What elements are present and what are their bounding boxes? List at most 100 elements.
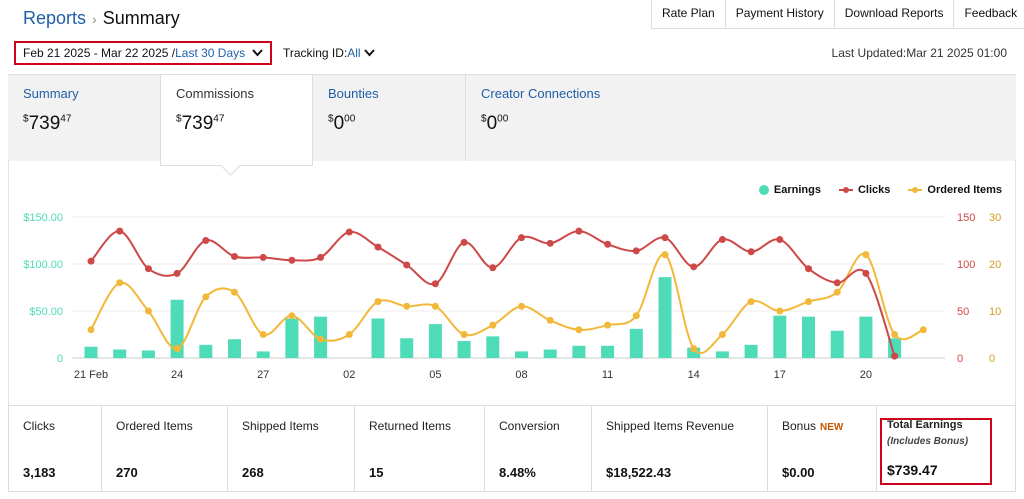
x-tick-label: 11 — [602, 369, 613, 381]
clicks-swatch — [838, 185, 853, 195]
tab-commissions[interactable]: Commissions $73947 — [160, 75, 313, 166]
ordered-items-point — [460, 331, 468, 338]
ordered-items-point — [403, 302, 411, 310]
clicks-point — [173, 269, 181, 277]
tracking-id-selector[interactable]: Tracking ID:All — [283, 46, 375, 60]
earnings-bar — [658, 277, 672, 358]
stat-label: Conversion — [499, 419, 560, 433]
earnings-bar — [859, 316, 873, 358]
rate-plan-tab[interactable]: Rate Plan — [662, 6, 715, 20]
legend-earnings[interactable]: Earnings — [758, 184, 821, 196]
stat-label: Clicks — [23, 419, 55, 433]
stat-value: 268 — [242, 465, 264, 480]
highlight-box — [880, 418, 992, 485]
stat-shipped-revenue: Shipped Items Revenue $18,522.43 — [591, 406, 767, 491]
earnings-bar — [601, 345, 615, 358]
date-preset-label: Last 30 Days — [175, 46, 246, 60]
earnings-bar — [802, 316, 815, 358]
earnings-bar — [400, 338, 414, 358]
ordered-items-point — [575, 326, 583, 334]
clicks-point — [690, 263, 698, 271]
chevron-right-icon: › — [92, 11, 97, 27]
ordered-items-point — [776, 307, 784, 315]
tab-summary[interactable]: Summary $73947 — [8, 75, 160, 161]
earnings-bar — [113, 349, 127, 358]
stat-value: $18,522.43 — [606, 465, 672, 480]
ordered-items-point — [259, 331, 267, 338]
ordered-items-point — [518, 302, 525, 310]
ordered-items-point — [833, 288, 841, 296]
date-range-selector[interactable]: Feb 21 2025 - Mar 22 2025 /Last 30 Days — [14, 41, 272, 65]
x-tick-label: 20 — [860, 369, 872, 381]
clicks-point — [661, 234, 669, 242]
ordered-items-line — [90, 252, 924, 355]
y-right-ordered-tick-label: 10 — [989, 306, 1001, 318]
y-left-tick-label: $100.00 — [23, 259, 63, 271]
metric-tabs: Summary $73947 Commissions $73947 Bounti… — [8, 74, 1016, 166]
legend-clicks[interactable]: Clicks — [838, 184, 890, 196]
x-tick-label: 27 — [257, 369, 269, 381]
payment-history-tab[interactable]: Payment History — [724, 0, 834, 28]
clicks-point — [776, 236, 784, 244]
earnings-bar — [543, 349, 557, 358]
tab-bounties[interactable]: Bounties $000 — [313, 75, 465, 161]
ordered-items-point — [202, 293, 210, 301]
y-left-tick-label: $50.00 — [29, 306, 63, 318]
ordered-items-point — [747, 298, 755, 306]
tab-creator-connections[interactable]: Creator Connections $000 — [466, 75, 636, 161]
earnings-bar — [715, 351, 729, 358]
earnings-bar — [830, 330, 844, 358]
stat-value: 270 — [116, 465, 138, 480]
stat-bonus: Bonus NEW $0.00 — [767, 406, 876, 491]
ordered-items-point — [604, 321, 612, 329]
clicks-point — [805, 265, 812, 273]
clicks-point — [116, 227, 124, 235]
earnings-bar — [170, 299, 184, 358]
download-reports-tab[interactable]: Download Reports — [833, 0, 954, 28]
date-range-text: Feb 21 2025 - Mar 22 2025 / — [23, 46, 176, 60]
clicks-point — [604, 240, 612, 248]
ordered-items-point — [690, 345, 698, 353]
stat-total-earnings: Total Earnings (Includes Bonus) $739.47 — [876, 406, 1015, 491]
clicks-point — [288, 256, 296, 264]
stat-clicks: Clicks 3,183 — [9, 406, 101, 491]
earnings-bar — [228, 339, 241, 358]
earnings-bar — [428, 324, 442, 358]
ordered-items-point — [231, 288, 238, 296]
clicks-point — [632, 247, 640, 255]
chart-legend: Earnings Clicks Ordered Items — [758, 184, 1002, 196]
stat-label: Returned Items — [369, 419, 452, 433]
top-nav: Rate Plan Payment History Download Repor… — [651, 0, 1024, 29]
y-right-clicks-tick-label: 50 — [957, 306, 969, 318]
feedback-tab[interactable]: Feedback — [953, 0, 1024, 28]
earnings-bar — [773, 315, 787, 358]
chart-panel — [8, 160, 1016, 405]
clicks-point — [403, 261, 411, 269]
y-left-tick-label: 0 — [57, 353, 63, 365]
stat-value: 3,183 — [23, 465, 56, 480]
tab-creator-connections-label: Creator Connections — [481, 86, 601, 101]
tab-summary-label: Summary — [23, 86, 79, 101]
clicks-point — [317, 253, 325, 261]
stat-conversion: Conversion 8.48% — [484, 406, 591, 491]
ordered-items-point — [431, 302, 439, 310]
breadcrumb-reports-link[interactable]: Reports — [23, 8, 87, 28]
earnings-bar — [629, 328, 643, 358]
clicks-point — [345, 228, 353, 236]
ordered-items-point — [288, 312, 296, 320]
stat-label: Bonus NEW — [782, 419, 844, 433]
legend-ordered-items[interactable]: Ordered Items — [908, 184, 1002, 196]
x-tick-label: 14 — [688, 369, 700, 381]
stat-value: 8.48% — [499, 465, 536, 480]
ordered-items-swatch — [908, 185, 923, 195]
ordered-items-point — [374, 298, 382, 306]
tab-bounties-amount: $000 — [328, 113, 356, 134]
earnings-bar — [457, 341, 471, 358]
clicks-point — [891, 352, 899, 360]
clicks-point — [460, 238, 468, 246]
x-tick-label: 02 — [343, 369, 355, 381]
clicks-point — [575, 227, 583, 235]
clicks-point — [518, 234, 525, 242]
page-title: Summary — [102, 8, 180, 28]
earnings-chart: $150.00 150 30$100.00 100 20$50.00 50 100 0 021 … — [23, 212, 1001, 381]
